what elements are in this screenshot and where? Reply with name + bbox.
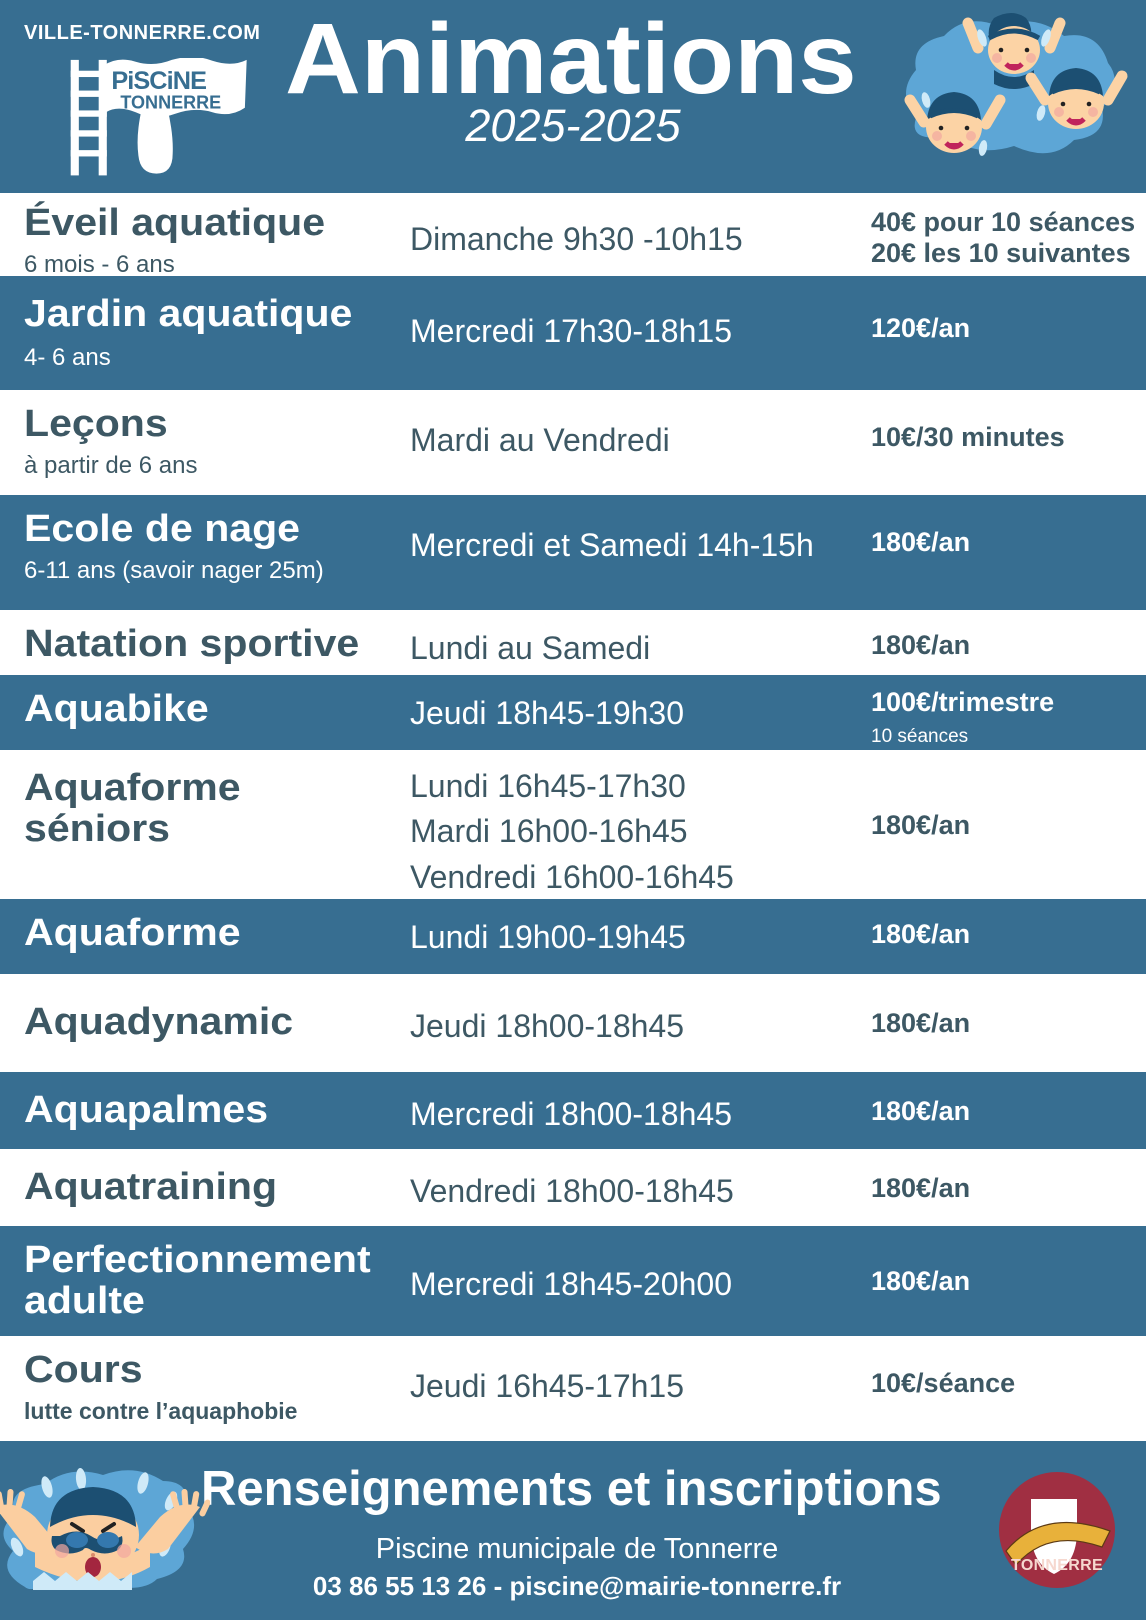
svg-text:TONNERRE: TONNERRE: [120, 93, 221, 113]
svg-text:TONNERRE: TONNERRE: [1011, 1557, 1103, 1574]
svg-text:PiSCiNE: PiSCiNE: [111, 67, 206, 95]
